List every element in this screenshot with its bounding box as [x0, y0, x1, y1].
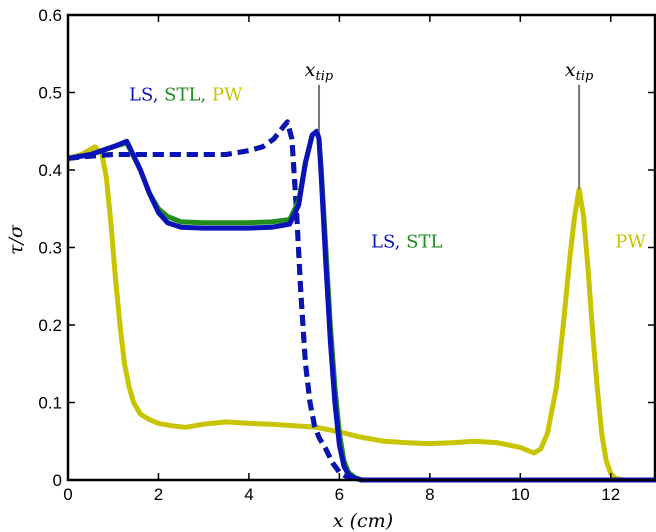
- xtip-label-0: xtip: [305, 59, 334, 84]
- series-line-pw-solid-0: [67, 144, 656, 483]
- x-tick-label: 2: [154, 485, 163, 504]
- annotation-part-pw: PW: [206, 84, 243, 105]
- y-tick-label: 0.6: [38, 6, 62, 25]
- annotation-part-pw: PW: [615, 232, 646, 253]
- y-axis-title: τ/σ: [5, 224, 27, 255]
- annotation-part-ls: LS,: [129, 84, 158, 105]
- x-tick-label: 0: [63, 485, 72, 504]
- y-tick-label: 0.1: [38, 394, 62, 413]
- x-tick-label: 12: [601, 485, 620, 504]
- y-tick-label: 0.5: [38, 84, 62, 103]
- series-annotation-1: LS, STL: [371, 232, 442, 253]
- plot-lines: [67, 119, 656, 483]
- series-annotation-0: LS, STL, PW: [129, 84, 243, 105]
- y-tick-label: 0.4: [38, 161, 62, 180]
- axes: 0 2 4 6 8 10 12 0 0.1 0.2 0.3 0.4 0.5 0.6: [38, 6, 656, 504]
- series-line-stl-solid-4: [67, 128, 656, 483]
- marker-lines: xtip xtip: [305, 59, 594, 190]
- x-axis-title: x (cm): [333, 510, 393, 532]
- annotation-part-stl: STL,: [158, 84, 206, 105]
- x-tick-label: 10: [511, 485, 530, 504]
- annotation-part-ls: LS,: [371, 232, 400, 253]
- annotation-part-stl: STL: [400, 232, 442, 253]
- x-tick-label: 4: [244, 485, 253, 504]
- x-tick-label: 8: [425, 485, 434, 504]
- xtip-label-1: xtip: [565, 59, 594, 84]
- y-tick-label: 0: [53, 471, 62, 490]
- y-tick-label: 0.3: [38, 239, 62, 258]
- series-annotation-2: PW: [615, 232, 646, 253]
- y-tick-label: 0.2: [38, 316, 62, 335]
- x-tick-label: 6: [335, 485, 344, 504]
- series-line-ls-solid-5: [67, 128, 656, 483]
